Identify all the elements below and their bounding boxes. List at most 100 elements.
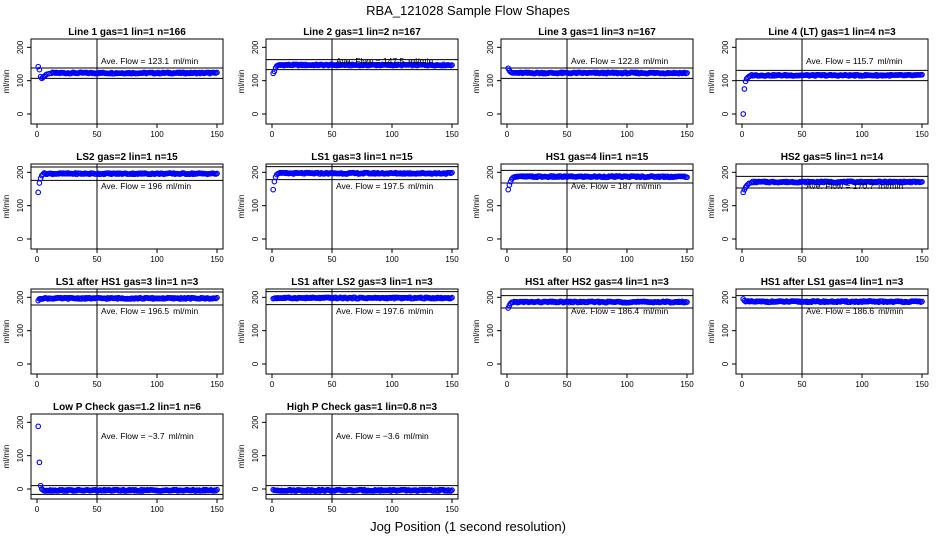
x-tick-label: 100	[620, 380, 634, 389]
x-tick-label: 50	[93, 505, 102, 514]
chart-panel: LS1 after LS2 gas=3 lin=1 n=3 ml/min 0 50 10…	[237, 277, 459, 389]
x-tick-label: 100	[150, 505, 164, 514]
y-tick-label: 200	[486, 40, 495, 54]
x-tick-label: 0	[740, 255, 745, 264]
data-point	[449, 487, 455, 493]
average-flow-unit: ml/min	[404, 431, 429, 441]
average-flow-value: 115.7	[853, 56, 874, 66]
average-flow-unit: ml/min	[643, 306, 668, 316]
average-flow-label: Ave. Flow =	[571, 181, 618, 191]
plot-frame	[265, 413, 459, 500]
x-tick-label: 150	[915, 255, 929, 264]
panel-title: LS1 after LS2 gas=3 lin=1 n=3	[291, 277, 433, 288]
y-tick-label: 100	[721, 323, 730, 337]
x-tick-label: 50	[93, 255, 102, 264]
y-tick-label: 100	[16, 448, 25, 462]
x-tick-label: 150	[210, 255, 224, 264]
average-flow-unit: ml/min	[408, 56, 433, 66]
chart-panel: LS1 gas=3 lin=1 n=15 ml/min 0 50 100 150 0 100 2…	[237, 152, 459, 264]
panel-title: HS1 after HS2 gas=4 lin=1 n=3	[525, 277, 669, 288]
x-tick-label: 0	[270, 505, 275, 514]
x-tick-label: 0	[740, 380, 745, 389]
data-point	[214, 294, 220, 301]
y-tick-label: 200	[721, 165, 730, 179]
panel-title: LS1 gas=3 lin=1 n=15	[311, 152, 413, 163]
y-tick-label: 0	[251, 236, 260, 241]
plot-frame	[30, 288, 224, 375]
chart-panel: Low P Check gas=1.2 lin=1 n=6 ml/min 0 50 10…	[2, 402, 224, 514]
average-flow-label: Ave. Flow =	[336, 56, 383, 66]
average-flow-unit: ml/min	[173, 56, 198, 66]
x-tick-label: 100	[150, 130, 164, 139]
y-tick-label: 100	[16, 73, 25, 87]
data-point	[505, 305, 512, 311]
y-tick-label: 0	[251, 111, 260, 116]
data-point	[449, 294, 455, 301]
panel-title: HS1 gas=4 lin=1 n=15	[546, 152, 649, 163]
data-point	[919, 178, 925, 185]
data-point	[270, 186, 277, 193]
chart-panel: HS1 after LS1 gas=4 lin=1 n=3 ml/min 0 50 10…	[707, 277, 929, 389]
average-flow-label: Ave. Flow =	[806, 306, 853, 316]
data-point	[37, 175, 44, 182]
average-flow-annotation: Ave. Flow = −3.7 ml/min	[101, 431, 194, 441]
data-point	[919, 71, 925, 78]
x-tick-label: 0	[35, 380, 40, 389]
average-flow-label: Ave. Flow =	[101, 431, 148, 441]
average-flow-label: Ave. Flow =	[336, 181, 383, 191]
average-flow-label: Ave. Flow =	[101, 306, 148, 316]
y-axis-label: ml/min	[472, 320, 481, 344]
average-flow-unit: ml/min	[408, 306, 433, 316]
x-tick-label: 100	[385, 130, 399, 139]
y-tick-label: 200	[16, 40, 25, 54]
data-point	[506, 182, 513, 188]
x-tick-label: 50	[798, 130, 807, 139]
y-tick-label: 200	[251, 290, 260, 304]
x-tick-label: 100	[855, 255, 869, 264]
average-flow-value: 196	[148, 181, 162, 191]
y-tick-label: 200	[486, 165, 495, 179]
x-tick-label: 150	[445, 380, 459, 389]
average-flow-unit: ml/min	[173, 306, 198, 316]
average-flow-label: Ave. Flow =	[336, 431, 383, 441]
x-tick-label: 50	[93, 380, 102, 389]
y-tick-label: 100	[486, 73, 495, 87]
plot-frame	[735, 163, 929, 250]
figure-title: RBA_121028 Sample Flow Shapes	[366, 3, 570, 18]
y-tick-label: 100	[251, 198, 260, 212]
x-tick-label: 50	[328, 255, 337, 264]
data-point	[214, 486, 220, 493]
chart-panel: Line 1 gas=1 lin=1 n=166 ml/min 0 50 100 150 0…	[2, 27, 224, 139]
x-tick-label: 50	[563, 130, 572, 139]
plot-frame	[265, 288, 459, 375]
panels-grid: Line 1 gas=1 lin=1 n=166 ml/min 0 50 100 150 0…	[2, 27, 929, 514]
data-point	[505, 186, 512, 193]
average-flow-annotation: Ave. Flow = 196 ml/min	[101, 181, 191, 191]
average-flow-label: Ave. Flow =	[101, 56, 148, 66]
average-flow-value: −3.7	[148, 431, 165, 441]
x-tick-label: 0	[270, 255, 275, 264]
average-flow-label: Ave. Flow =	[101, 181, 148, 191]
x-tick-label: 100	[620, 255, 634, 264]
x-tick-label: 50	[563, 255, 572, 264]
chart-panel: HS1 gas=4 lin=1 n=15 ml/min 0 50 100 150 0 100 2…	[472, 152, 694, 264]
y-tick-label: 200	[721, 40, 730, 54]
y-axis-label: ml/min	[2, 445, 11, 469]
average-flow-annotation: Ave. Flow = 115.7 ml/min	[806, 56, 903, 66]
chart-panel: High P Check gas=1 lin=0.8 n=3 ml/min 0 50 1…	[237, 402, 459, 514]
y-axis-label: ml/min	[707, 70, 716, 94]
average-flow-label: Ave. Flow =	[571, 306, 618, 316]
data-point	[36, 180, 43, 186]
average-flow-annotation: Ave. Flow = 170.7 ml/min	[806, 181, 903, 191]
y-axis-label: ml/min	[237, 70, 246, 94]
y-tick-label: 0	[486, 361, 495, 366]
data-point	[214, 170, 220, 177]
y-tick-label: 0	[486, 111, 495, 116]
data-point	[684, 299, 690, 305]
chart-panel: LS2 gas=2 lin=1 n=15 ml/min 0 50 100 150 0 100 2…	[2, 152, 224, 264]
average-flow-annotation: Ave. Flow = 186.4 ml/min	[571, 306, 668, 316]
average-flow-unit: ml/min	[166, 181, 191, 191]
average-flow-annotation: Ave. Flow = 197.6 ml/min	[336, 306, 433, 316]
average-flow-value: 197.5	[383, 181, 405, 191]
x-tick-label: 50	[328, 130, 337, 139]
